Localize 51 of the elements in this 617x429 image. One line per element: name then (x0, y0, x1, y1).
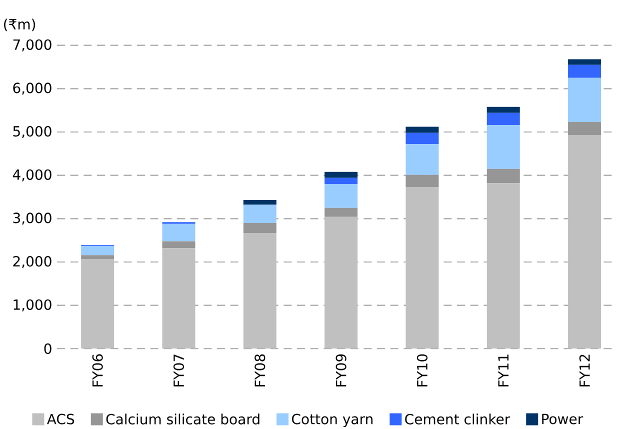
bar (162, 241, 196, 248)
bar (243, 200, 276, 205)
bar (324, 178, 358, 184)
bar (243, 232, 276, 349)
bar (486, 183, 520, 349)
x-tick-label: FY06 (92, 354, 103, 386)
legend-label: Cotton yarn (292, 414, 372, 428)
y-tick-label: 2,000 (13, 256, 52, 268)
bar (81, 255, 114, 259)
bar (81, 246, 114, 256)
bar (406, 144, 439, 175)
y-tick-label: 5,000 (13, 126, 52, 138)
bar (486, 106, 520, 113)
x-tick-label: FY08 (254, 354, 266, 386)
bar (243, 204, 276, 224)
bar (162, 224, 196, 242)
y-tick-label: 7,000 (13, 39, 52, 52)
bar (324, 184, 358, 208)
y-tick-label: 0 (44, 343, 52, 354)
bar (162, 248, 196, 349)
x-tick-label: FY10 (416, 354, 428, 386)
x-tick-label: FY07 (173, 354, 184, 386)
bar (568, 64, 602, 78)
x-tick-label: FY11 (498, 354, 508, 386)
y-tick-label: 1,000 (14, 299, 52, 312)
bar (486, 125, 520, 169)
bar (243, 223, 276, 233)
bar (486, 112, 520, 126)
bar (568, 59, 602, 65)
legend-label: Calcium silicate board (106, 414, 260, 424)
bar (406, 132, 439, 144)
y-axis-title: (₹m) (4, 18, 36, 32)
bar (568, 135, 602, 349)
bar (406, 126, 439, 133)
bar (324, 172, 358, 178)
bar (568, 78, 602, 122)
bar (324, 216, 358, 349)
y-tick-label: 3,000 (13, 212, 52, 225)
legend-label: Cement clinker (405, 414, 510, 424)
bar (81, 258, 114, 349)
bar (568, 122, 602, 136)
legend-label: Power (542, 414, 584, 424)
bar (324, 208, 358, 217)
bar (406, 187, 439, 349)
bar (486, 168, 520, 184)
legend-label: ACS (46, 414, 74, 424)
y-tick-label: 6,000 (13, 82, 52, 95)
x-tick-label: FY12 (579, 354, 590, 386)
x-tick-label: FY09 (336, 354, 346, 386)
bar (406, 174, 439, 188)
y-tick-label: 4,000 (12, 169, 52, 182)
